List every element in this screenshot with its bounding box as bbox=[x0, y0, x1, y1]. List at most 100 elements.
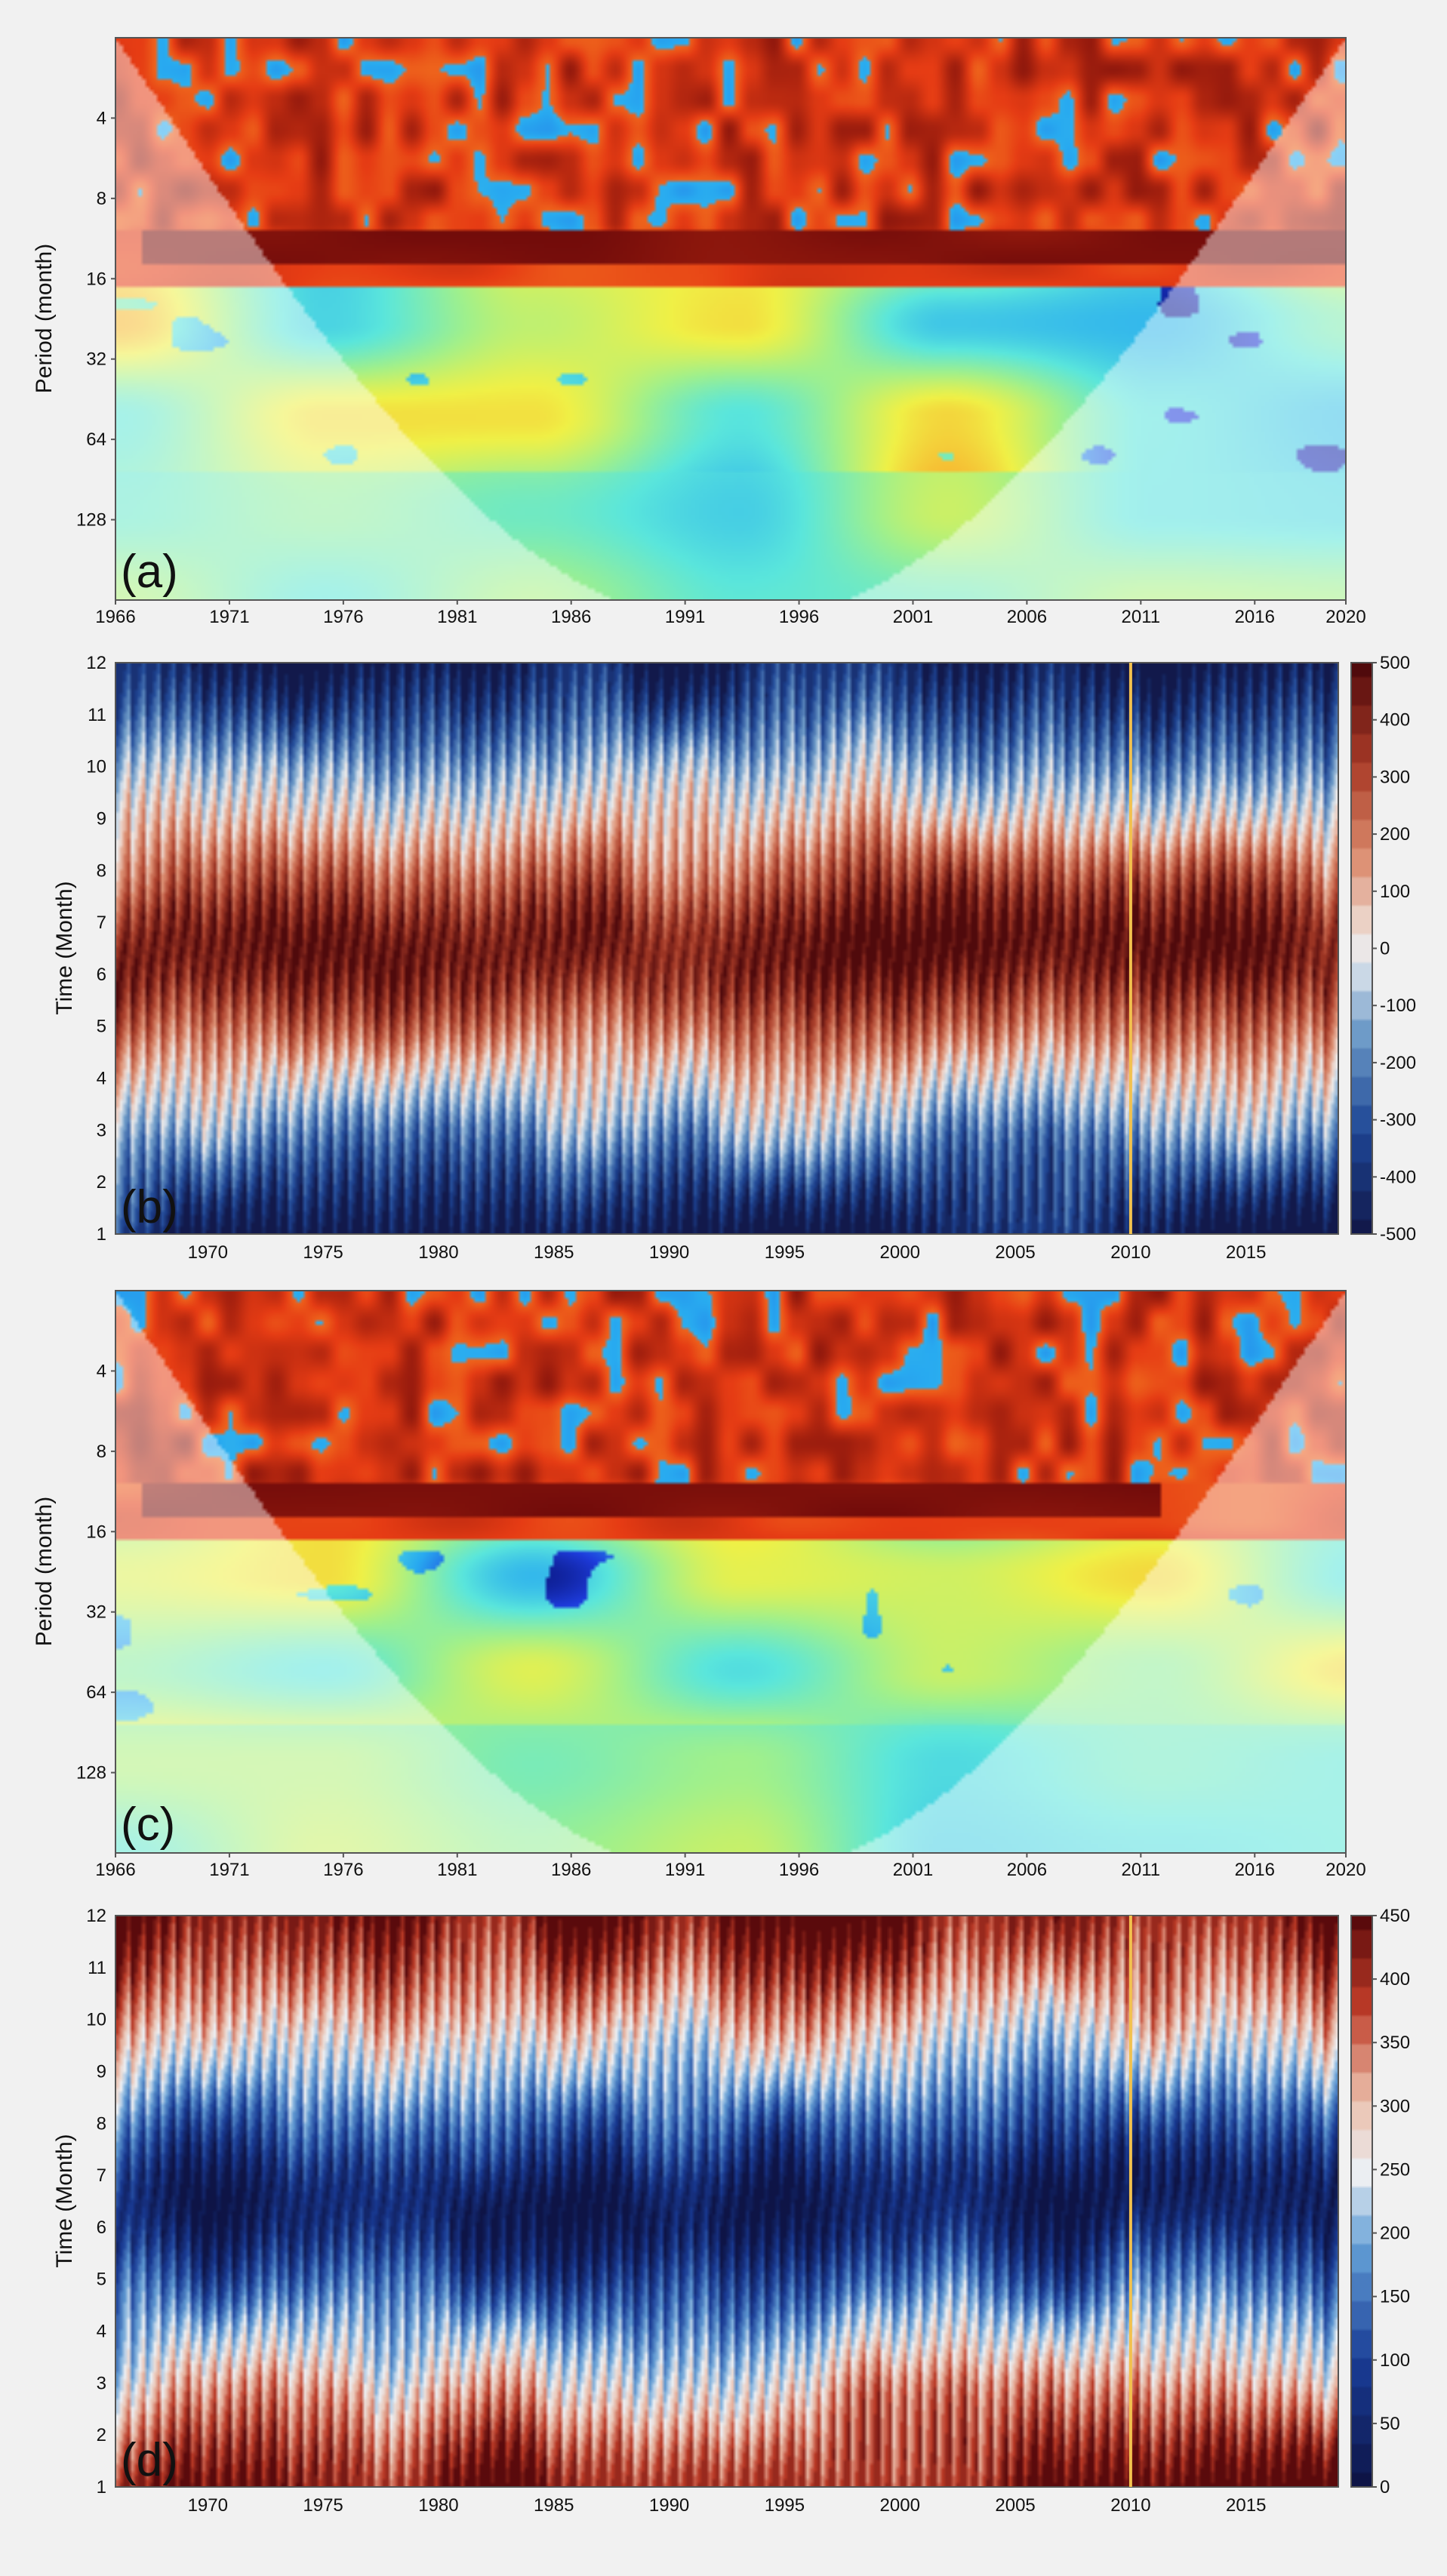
y-tick-label: 8 bbox=[97, 2113, 106, 2134]
colorbar-tick-label: 0 bbox=[1380, 2477, 1390, 2498]
colorbar-tick-label: 350 bbox=[1380, 2033, 1410, 2053]
colorbar-tick-label: 200 bbox=[1380, 824, 1410, 845]
colorbar-tick-label: 300 bbox=[1380, 2096, 1410, 2116]
colorbar-tick-label: 300 bbox=[1380, 767, 1410, 787]
colorbar-tick-label: 100 bbox=[1380, 882, 1410, 902]
y-tick-label: 5 bbox=[97, 1017, 106, 1037]
panel-label-d: (d) bbox=[121, 2434, 178, 2486]
y-axis-title-d: Time (Month) bbox=[52, 2134, 77, 2267]
y-tick-label: 10 bbox=[86, 757, 106, 777]
x-tick-label: 1981 bbox=[437, 607, 477, 627]
x-tick-label: 2001 bbox=[893, 1860, 933, 1880]
y-tick-label: 8 bbox=[97, 860, 106, 881]
y-tick-label: 11 bbox=[88, 705, 106, 725]
y-tick-label: 5 bbox=[97, 2270, 106, 2290]
x-ticks-b: 1970 1975 1980 1985 1990 1995 2000 2005 2010 2015 bbox=[188, 1242, 1267, 1263]
colorbar-tick-label: -300 bbox=[1380, 1110, 1416, 1131]
panel-label-b: (b) bbox=[121, 1181, 178, 1233]
x-tick-label: 2005 bbox=[995, 2495, 1035, 2516]
plot-frame-d bbox=[115, 1915, 1339, 2488]
x-tick-label: 1971 bbox=[209, 607, 249, 627]
y-tick-label: 8 bbox=[97, 1442, 106, 1462]
colorbar-tick-label: 50 bbox=[1380, 2414, 1400, 2434]
x-ticks-c: 1966 1971 1976 1981 1986 1991 1996 2001 2006 2011… bbox=[95, 1853, 1366, 1880]
colorbar-tick-label: -100 bbox=[1380, 996, 1416, 1016]
wavelet-heatmap-c bbox=[115, 1291, 1346, 1853]
y-tick-label: 9 bbox=[97, 2061, 106, 2082]
x-tick-label: 2010 bbox=[1110, 2495, 1150, 2516]
colorbar-tick-label: -200 bbox=[1380, 1053, 1416, 1073]
y-tick-label: 4 bbox=[97, 1069, 106, 1089]
y-ticks-a: 4 8 16 32 64 128 bbox=[76, 108, 115, 531]
y-tick-label: 6 bbox=[97, 2217, 106, 2238]
y-tick-label: 8 bbox=[97, 189, 106, 209]
colorbar-tick-label: 450 bbox=[1380, 1906, 1410, 1926]
y-axis-title-a: Period (month) bbox=[32, 244, 57, 393]
y-tick-label: 11 bbox=[88, 1958, 106, 1978]
x-tick-label: 1996 bbox=[779, 1860, 819, 1880]
y-tick-label: 3 bbox=[97, 2373, 106, 2393]
contour-heatmap-d bbox=[115, 1916, 1338, 2487]
x-tick-label: 1976 bbox=[323, 1860, 363, 1880]
colorbar-tick-label: -500 bbox=[1380, 1224, 1416, 1245]
y-tick-label: 10 bbox=[86, 2010, 106, 2030]
y-tick-label: 32 bbox=[86, 349, 106, 370]
x-tick-label: 1975 bbox=[303, 1242, 343, 1263]
colorbar-tick-label: -400 bbox=[1380, 1167, 1416, 1187]
y-tick-label: 64 bbox=[86, 429, 106, 450]
x-tick-label: 2015 bbox=[1226, 1242, 1266, 1263]
x-tick-label: 1985 bbox=[534, 2495, 574, 2516]
colorbar-tick-label: 400 bbox=[1380, 710, 1410, 731]
y-tick-label: 1 bbox=[97, 1224, 106, 1245]
y-tick-label: 3 bbox=[97, 1120, 106, 1140]
x-tick-label: 2006 bbox=[1007, 607, 1047, 627]
x-tick-label: 1986 bbox=[551, 1860, 591, 1880]
x-tick-label: 2011 bbox=[1122, 1860, 1161, 1880]
y-tick-label: 1 bbox=[97, 2477, 106, 2498]
y-axis-title-c: Period (month) bbox=[32, 1497, 57, 1646]
wavelet-heatmap-a bbox=[115, 38, 1346, 600]
y-tick-label: 32 bbox=[86, 1602, 106, 1623]
x-tick-label: 1970 bbox=[188, 2495, 228, 2516]
colorbar-ticks-b: 500 400 300 200 100 0 -100 -200 -300 -400 -500 bbox=[1372, 653, 1416, 1245]
y-tick-label: 6 bbox=[97, 965, 106, 985]
x-tick-label: 1991 bbox=[665, 607, 705, 627]
colorbar-tick-label: 500 bbox=[1380, 653, 1410, 673]
plot-frame-a bbox=[115, 37, 1347, 601]
x-tick-label: 1976 bbox=[323, 607, 363, 627]
x-tick-label: 1995 bbox=[765, 1242, 805, 1263]
colorbar-ticks-d: 450 400 350 300 250 200 150 100 50 0 bbox=[1372, 1906, 1410, 2498]
y-tick-label: 7 bbox=[97, 913, 106, 933]
x-tick-label: 2020 bbox=[1325, 1860, 1365, 1880]
colorbar-tick-label: 150 bbox=[1380, 2287, 1410, 2307]
panel-label-c: (c) bbox=[121, 1799, 175, 1851]
x-tick-label: 2020 bbox=[1325, 607, 1365, 627]
x-tick-label: 2010 bbox=[1110, 1242, 1150, 1263]
x-tick-label: 1986 bbox=[551, 607, 591, 627]
x-tick-label: 2000 bbox=[880, 2495, 920, 2516]
y-tick-label: 12 bbox=[86, 653, 106, 673]
x-tick-label: 2001 bbox=[893, 607, 933, 627]
x-tick-label: 2005 bbox=[995, 1242, 1035, 1263]
x-tick-label: 1996 bbox=[779, 607, 819, 627]
y-tick-label: 128 bbox=[76, 1763, 106, 1784]
y-tick-label: 4 bbox=[97, 2322, 106, 2342]
colorbar-tick-label: 0 bbox=[1380, 939, 1390, 959]
y-tick-label: 4 bbox=[97, 108, 106, 128]
y-tick-label: 16 bbox=[86, 269, 106, 289]
y-tick-label: 16 bbox=[86, 1522, 106, 1542]
y-tick-label: 9 bbox=[97, 808, 106, 829]
x-tick-label: 2011 bbox=[1122, 607, 1161, 627]
colorbar-tick-label: 250 bbox=[1380, 2159, 1410, 2180]
colorbar-tick-label: 400 bbox=[1380, 1969, 1410, 1990]
x-tick-label: 1970 bbox=[188, 1242, 228, 1263]
plot-frame-c bbox=[115, 1290, 1347, 1854]
colorbar-frame-d bbox=[1350, 1915, 1373, 2488]
colorbar-tick-label: 100 bbox=[1380, 2350, 1410, 2371]
x-ticks-d: 1970 1975 1980 1985 1990 1995 2000 2005 2010 2015 bbox=[188, 2495, 1267, 2516]
